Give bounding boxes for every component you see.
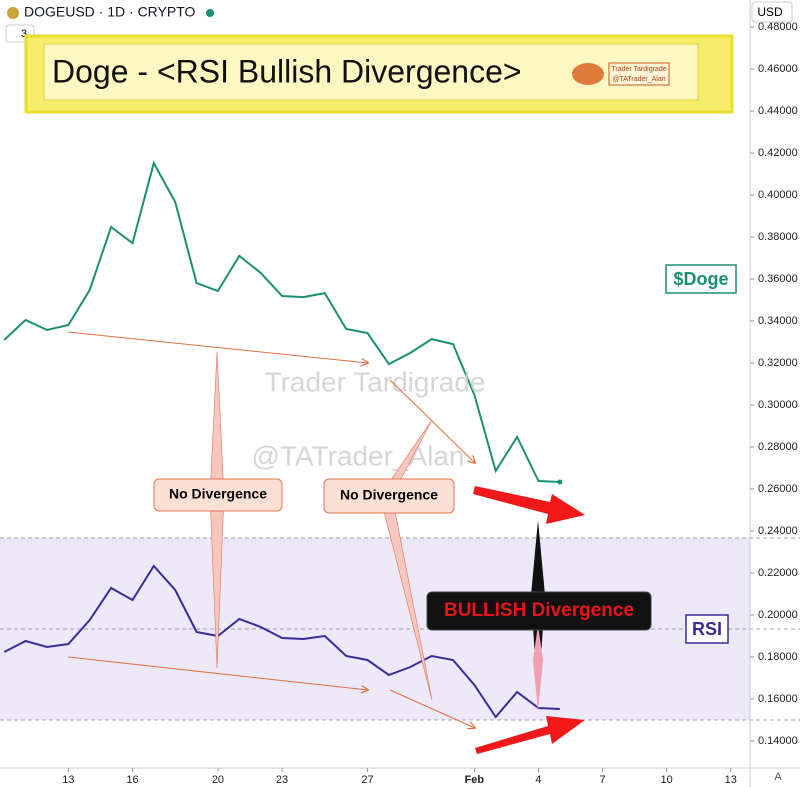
x-tick-label: 27 bbox=[361, 774, 373, 786]
x-tick-label: 13 bbox=[725, 774, 737, 786]
callout-spike bbox=[533, 625, 543, 712]
y-tick-label: 0.38000 bbox=[758, 231, 798, 243]
currency-button[interactable] bbox=[751, 1, 793, 23]
symbol: DOGEUSD · 1D · CRYPTO bbox=[24, 4, 196, 20]
legend-box bbox=[685, 614, 729, 644]
annotation-box bbox=[153, 478, 283, 512]
x-tick-label: 20 bbox=[212, 774, 224, 786]
x-tick-label: 16 bbox=[126, 774, 138, 786]
y-tick-label: 0.46000 bbox=[758, 63, 798, 75]
trend-arrow bbox=[67, 656, 368, 690]
red-arrow bbox=[475, 716, 585, 754]
banner-title: Doge - <RSI Bullish Divergence> bbox=[52, 53, 522, 89]
logo-box bbox=[608, 62, 670, 86]
y-tick-label: 0.32000 bbox=[758, 357, 798, 369]
logo-icon bbox=[572, 63, 604, 85]
y-tick-label: 0.28000 bbox=[758, 441, 798, 453]
currency: USD bbox=[757, 5, 783, 19]
annotation: No Divergence bbox=[340, 487, 438, 503]
series-line bbox=[3, 564, 560, 719]
y-tick-label: 0.34000 bbox=[758, 315, 798, 327]
red-arrow bbox=[473, 486, 585, 524]
coin-icon bbox=[7, 7, 19, 19]
series-line bbox=[3, 160, 560, 483]
last-point bbox=[557, 479, 563, 485]
corner-logo: A bbox=[774, 771, 782, 783]
y-tick-label: 0.22000 bbox=[758, 567, 798, 579]
watermark-name: Trader Tardigrade bbox=[264, 366, 485, 397]
annotation-box bbox=[426, 591, 652, 631]
logo-name: Trader Tardigrade bbox=[611, 66, 666, 73]
indicator-count: 3 bbox=[21, 28, 27, 40]
y-tick-label: 0.40000 bbox=[758, 189, 798, 201]
x-tick-label: 4 bbox=[535, 774, 541, 786]
legend-label: RSI bbox=[692, 619, 722, 639]
x-tick-label: 13 bbox=[62, 774, 74, 786]
watermark-handle: @TATrader_Alan bbox=[251, 440, 464, 471]
y-tick-label: 0.24000 bbox=[758, 525, 798, 537]
y-tick-label: 0.26000 bbox=[758, 483, 798, 495]
y-tick-label: 0.48000 bbox=[758, 21, 798, 33]
status-dot bbox=[206, 9, 214, 17]
y-tick-label: 0.30000 bbox=[758, 399, 798, 411]
trend-arrow bbox=[67, 331, 368, 363]
x-tick-label: Feb bbox=[465, 774, 485, 786]
y-tick-label: 0.36000 bbox=[758, 273, 798, 285]
x-tick-label: 23 bbox=[276, 774, 288, 786]
x-tick-label: 10 bbox=[661, 774, 673, 786]
trend-arrow bbox=[389, 689, 475, 728]
y-tick-label: 0.14000 bbox=[758, 735, 798, 747]
legend-box bbox=[665, 264, 737, 294]
annotation: No Divergence bbox=[169, 486, 267, 502]
trend-arrow bbox=[389, 379, 475, 463]
annotation-box bbox=[323, 478, 455, 514]
y-tick-label: 0.44000 bbox=[758, 105, 798, 117]
logo-handle: @TATrader_Alan bbox=[612, 76, 665, 83]
x-tick-label: 7 bbox=[600, 774, 606, 786]
y-tick-label: 0.20000 bbox=[758, 609, 798, 621]
y-tick-label: 0.16000 bbox=[758, 693, 798, 705]
annotation: BULLISH Divergence bbox=[444, 600, 634, 621]
legend-label: $Doge bbox=[673, 269, 728, 289]
y-tick-label: 0.18000 bbox=[758, 651, 798, 663]
y-tick-label: 0.42000 bbox=[758, 147, 798, 159]
